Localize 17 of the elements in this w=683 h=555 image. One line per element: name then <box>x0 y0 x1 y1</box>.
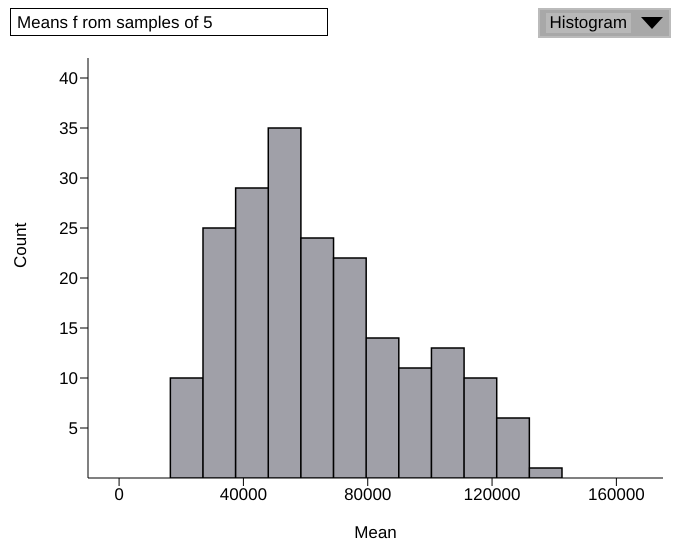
x-tick-label: 80000 <box>344 485 392 504</box>
y-tick-label: 5 <box>68 419 78 438</box>
y-axis-title: Count <box>11 222 30 268</box>
y-tick-label: 30 <box>59 169 78 188</box>
x-tick-label: 0 <box>114 485 124 504</box>
y-tick-label: 25 <box>59 219 78 238</box>
y-tick-label: 10 <box>59 369 78 388</box>
y-tick-label: 40 <box>59 69 78 88</box>
y-tick-label: 15 <box>59 319 78 338</box>
chart-title: Means f rom samples of 5 <box>10 8 328 36</box>
dropdown-menu: Histogram <box>538 8 671 38</box>
x-tick-label: 120000 <box>464 485 520 504</box>
x-tick-label: 160000 <box>588 485 645 504</box>
y-tick-label: 35 <box>59 119 78 138</box>
x-axis-title: Mean <box>354 523 397 542</box>
y-tick-label: 20 <box>59 269 78 288</box>
x-tick-label: 40000 <box>220 485 268 504</box>
